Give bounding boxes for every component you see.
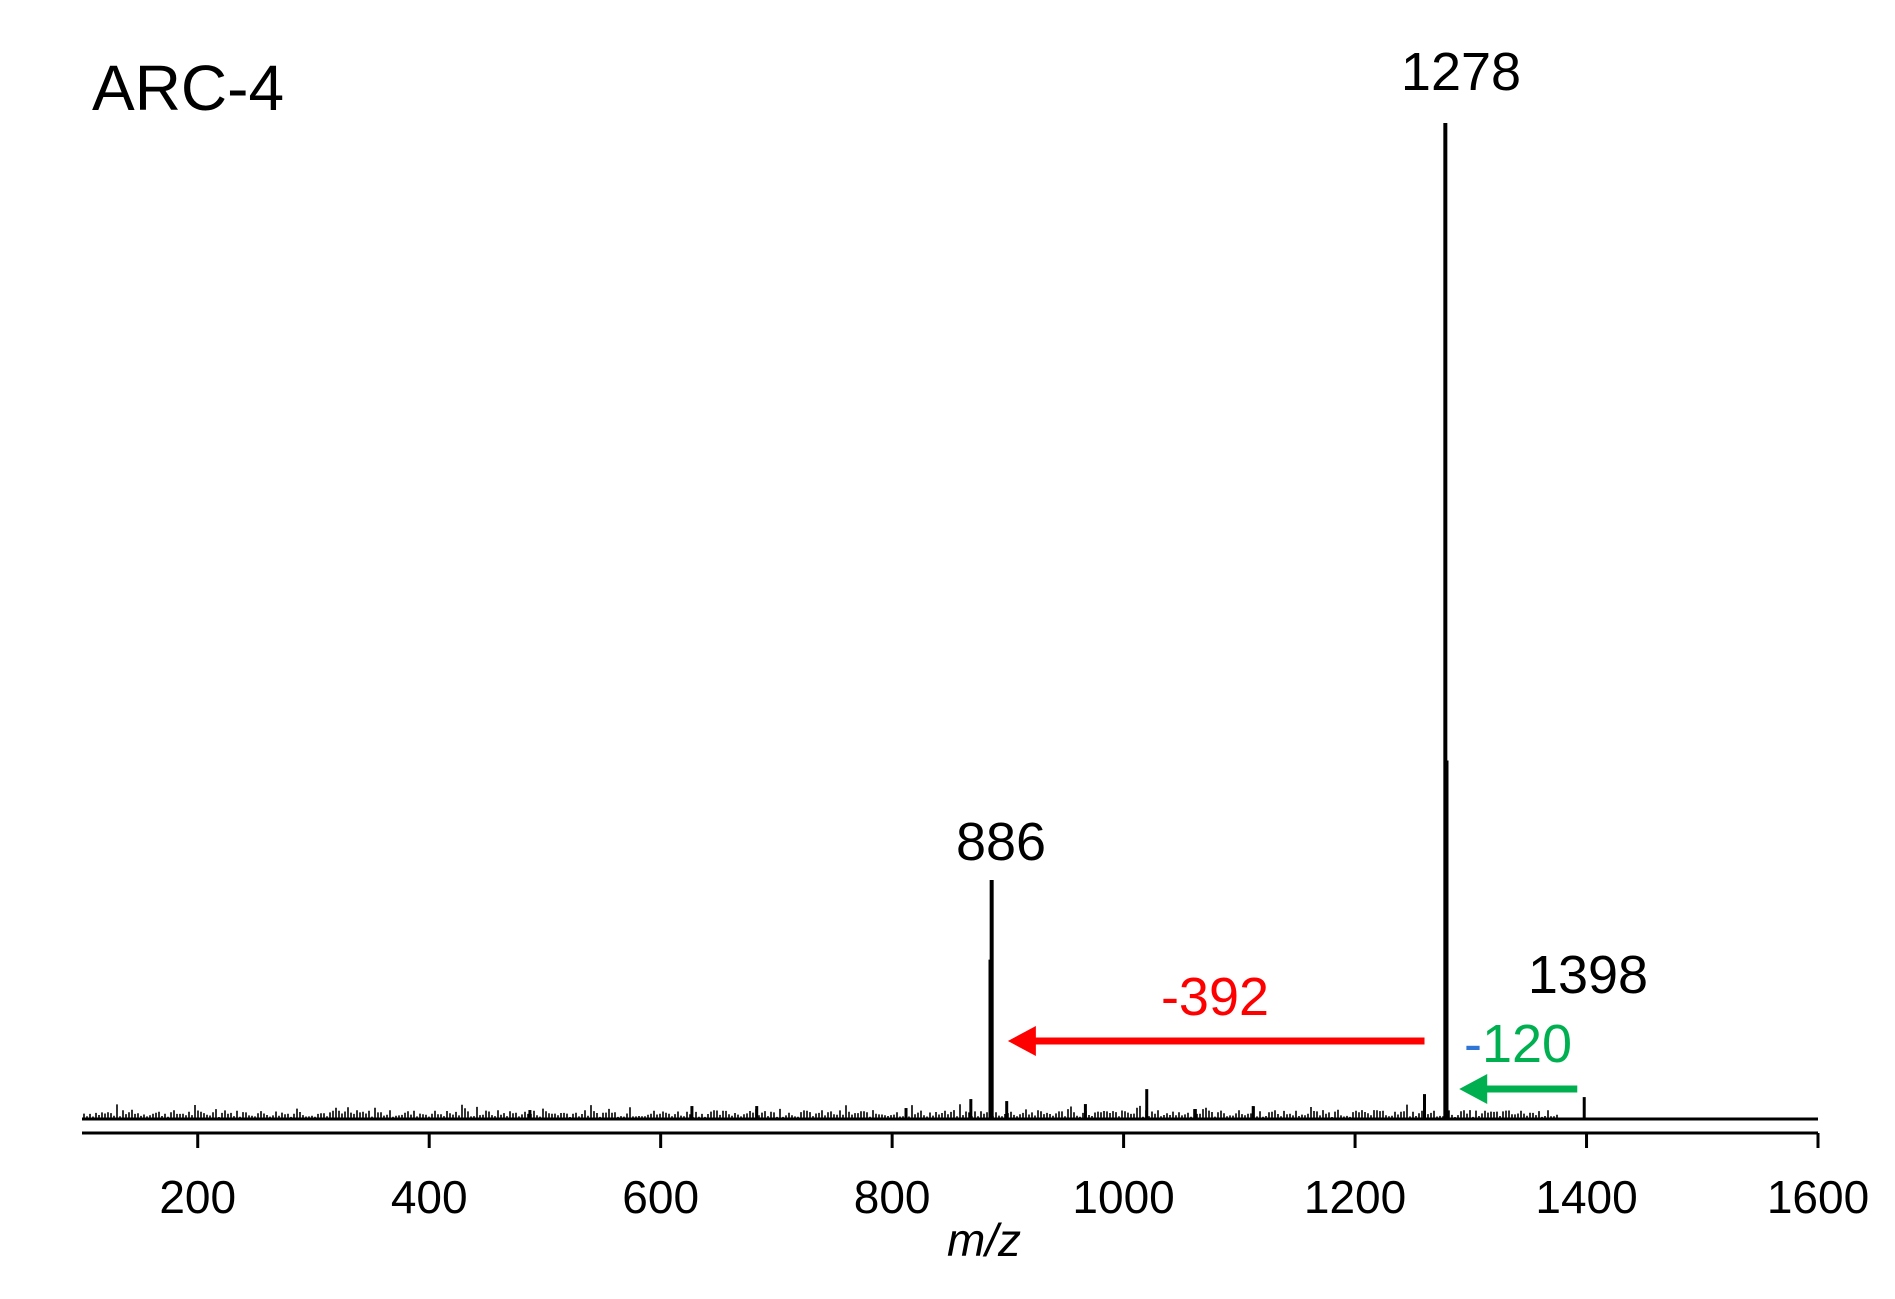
x-tick-label: 1600 xyxy=(1767,1171,1869,1223)
annotations: -392 -120 xyxy=(1007,967,1578,1104)
x-tick-label: 400 xyxy=(391,1171,468,1223)
chart-title: ARC-4 xyxy=(92,52,284,124)
spectrum-peaks xyxy=(528,123,1586,1119)
peak-labels: 1278 886 1398 xyxy=(956,42,1648,1005)
x-tick-label: 1200 xyxy=(1304,1171,1406,1223)
peak-label-886: 886 xyxy=(956,812,1046,872)
x-tick-label: 1400 xyxy=(1535,1171,1637,1223)
peak-label-1398: 1398 xyxy=(1528,945,1648,1005)
loss-label-120-sign: - xyxy=(1464,1014,1482,1074)
x-tick-label: 800 xyxy=(854,1171,931,1223)
x-axis-label: m/z xyxy=(947,1214,1021,1266)
loss-label-120: -120 xyxy=(1464,1014,1572,1074)
loss-label-392: -392 xyxy=(1161,967,1269,1027)
x-tick-label: 200 xyxy=(159,1171,236,1223)
noise-trace xyxy=(83,1104,1558,1119)
x-tick-label: 1000 xyxy=(1072,1171,1174,1223)
loss-arrow-120 xyxy=(1459,1074,1578,1104)
loss-label-120-number: 120 xyxy=(1482,1014,1572,1074)
baseline-noise xyxy=(83,1104,1558,1119)
x-tick-label: 600 xyxy=(622,1171,699,1223)
peak-label-1278: 1278 xyxy=(1401,42,1521,102)
x-axis-ticks: 200 400 600 800 1000 1200 1400 1600 xyxy=(159,1133,1869,1223)
loss-arrow-392 xyxy=(1007,1026,1425,1056)
